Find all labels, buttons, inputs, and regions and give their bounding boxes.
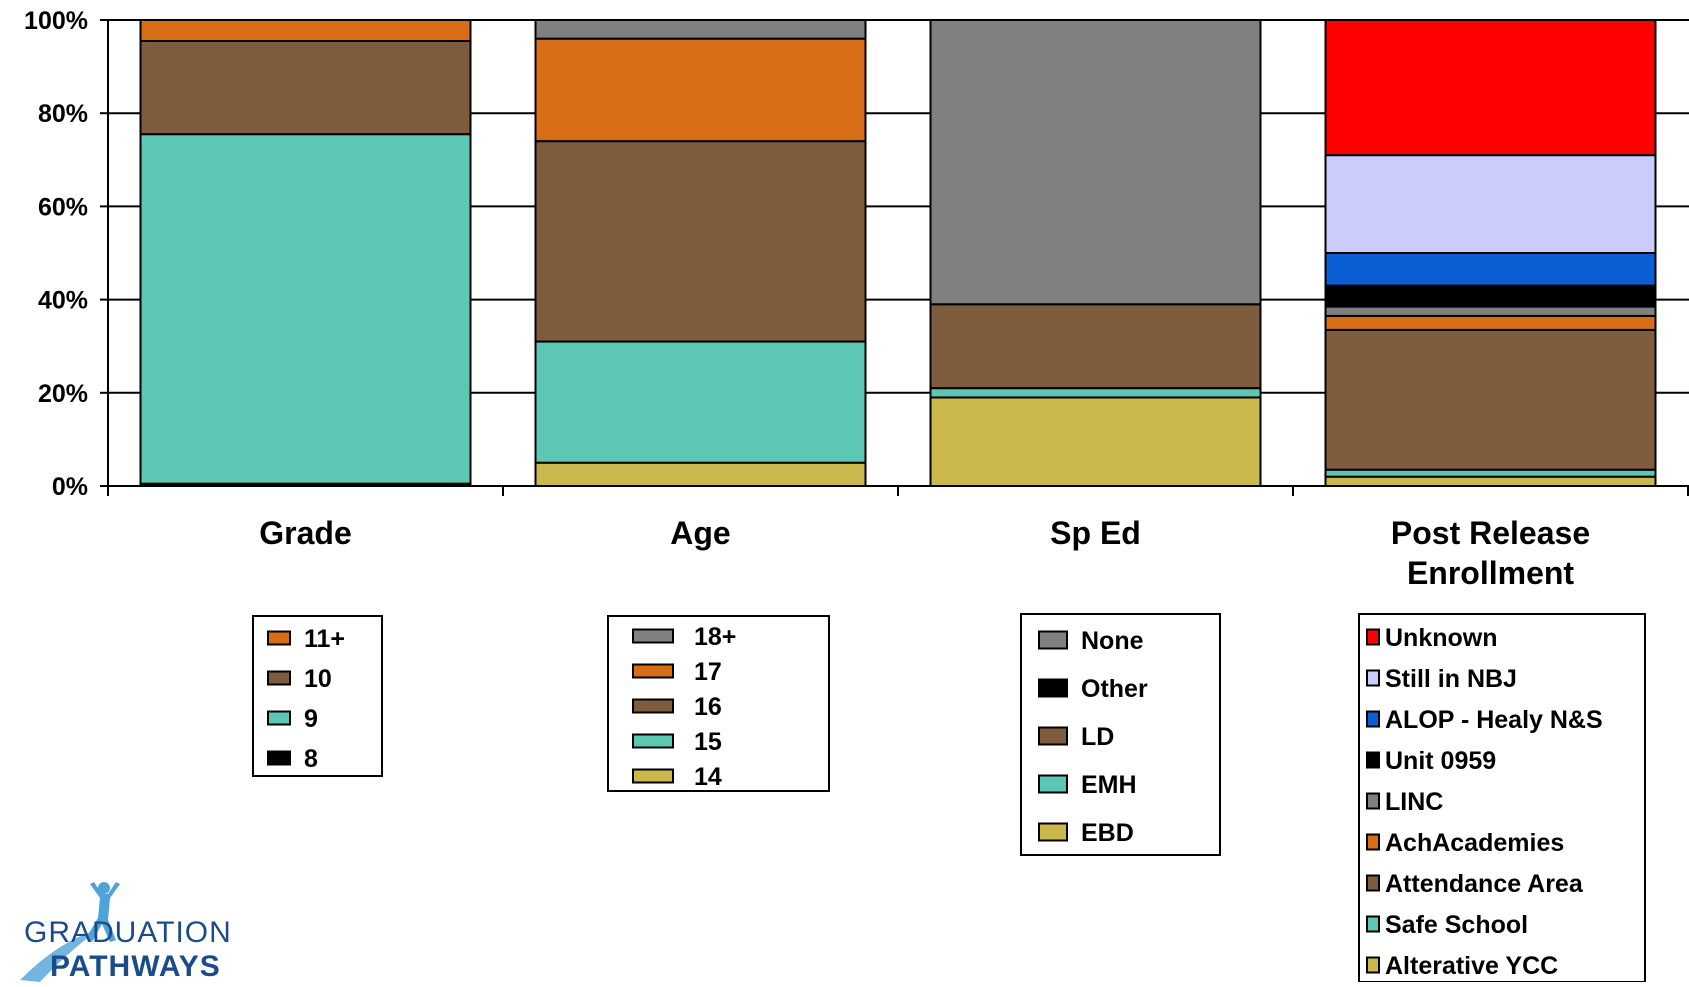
legend-label: Attendance Area (1385, 870, 1584, 898)
bar-segment (1324, 314, 1657, 331)
legend-swatch (632, 768, 674, 784)
logo-line2: PATHWAYS (50, 950, 221, 982)
bar-segment (139, 133, 472, 485)
legend-label: Unknown (1385, 624, 1498, 652)
category-label: Age (670, 515, 730, 551)
bar-segment (929, 19, 1262, 306)
legend-label: EMH (1081, 771, 1137, 799)
legend-label: 10 (304, 665, 332, 693)
bar-stack (534, 19, 867, 488)
bar-segment (929, 396, 1262, 487)
bar-segment (534, 461, 867, 488)
category-label: Sp Ed (1050, 515, 1141, 551)
legend-label: ALOP - Healy N&S (1385, 706, 1603, 734)
legend-swatch (267, 710, 291, 726)
legend-label: 11+ (304, 625, 345, 653)
legend-swatch (1366, 792, 1380, 810)
legend-swatch (1366, 710, 1380, 728)
legend-label: Unit 0959 (1385, 747, 1496, 775)
legend-label: 18+ (694, 623, 736, 651)
legend-label: Safe School (1385, 911, 1528, 939)
y-tick-label: 60% (38, 193, 88, 221)
legend-swatch (1038, 774, 1068, 794)
running-figure-icon (20, 882, 120, 982)
y-tick-label: 40% (38, 287, 88, 315)
category-label: Grade (259, 515, 351, 551)
legend-label: 9 (304, 705, 318, 733)
bar-segment (1324, 475, 1657, 487)
legend-swatch (632, 663, 674, 679)
legend-swatch (1366, 874, 1380, 892)
bar-segment (1324, 252, 1657, 287)
legend-swatch (632, 733, 674, 749)
legend-label: Still in NBJ (1385, 665, 1517, 693)
y-tick-label: 80% (38, 100, 88, 128)
bar-segment (1324, 154, 1657, 254)
bar-segment (1324, 19, 1657, 157)
bar-segment (139, 39, 472, 136)
legend-label: LD (1081, 723, 1114, 751)
bar-segment (534, 37, 867, 143)
bar-segment (534, 340, 867, 464)
legend-swatch (1038, 678, 1068, 698)
bars (139, 19, 1657, 488)
category-labels: Grade Age Sp Ed Post Release Enrollment (259, 515, 1590, 591)
category-label: Enrollment (1407, 555, 1574, 591)
legend-swatch (1366, 915, 1380, 933)
legend-swatch (1038, 726, 1068, 746)
legend-label: 8 (304, 745, 318, 773)
bar-segment (534, 19, 867, 40)
bar-segment (1324, 305, 1657, 317)
bar-segment (929, 387, 1262, 399)
legend-label: 15 (694, 728, 722, 756)
legend: 18+ 17 16 15 14 (607, 615, 830, 792)
legend-swatch (1366, 628, 1380, 646)
legend-label: EBD (1081, 819, 1134, 847)
bar-segment (139, 19, 472, 42)
legend-label: AchAcademies (1385, 829, 1564, 857)
legend-swatch (267, 630, 291, 646)
bar-segment (929, 303, 1262, 390)
legend: 11+ 10 9 8 (252, 615, 383, 777)
legend-swatch (267, 750, 291, 766)
bar-stack (139, 19, 472, 488)
y-tick-label: 20% (38, 380, 88, 408)
legend-label: Alterative YCC (1385, 952, 1558, 980)
bar-segment (1324, 468, 1657, 478)
legend-label: 14 (694, 763, 722, 791)
axes (100, 19, 1689, 496)
legend-label: LINC (1385, 788, 1443, 816)
legend-swatch (632, 698, 674, 714)
legend-label: 17 (694, 658, 722, 686)
y-tick-label: 100% (24, 7, 88, 35)
legend-swatch (1366, 956, 1380, 974)
y-tick-labels: 0% 20% 40% 60% 80% 100% (24, 7, 88, 501)
legend-label: None (1081, 627, 1144, 655)
graduation-pathways-logo: GRADUATION PATHWAYS (20, 880, 240, 983)
bar-segment (1324, 284, 1657, 308)
category-label: Post Release (1391, 515, 1590, 551)
legend-swatch (1038, 822, 1068, 842)
bar-stack (929, 19, 1262, 487)
bar-stack (1324, 19, 1657, 487)
bar-segment (534, 140, 867, 343)
legend-swatch (1366, 751, 1380, 769)
legend: Unknown Still in NBJ ALOP - Healy N&S Unit … (1358, 613, 1646, 982)
legend-frame (1358, 613, 1646, 982)
logo-line1: GRADUATION (24, 916, 232, 949)
legend: None Other LD EMH EBD (1020, 613, 1221, 856)
bar-segment (1324, 328, 1657, 471)
legend-swatch (267, 670, 291, 686)
legend-label: Other (1081, 675, 1148, 703)
legend-swatch (1366, 833, 1380, 851)
legend-swatch (632, 628, 674, 644)
legend-swatch (1038, 630, 1068, 650)
legend-label: 16 (694, 693, 722, 721)
y-tick-label: 0% (52, 473, 88, 501)
legend-swatch (1366, 669, 1380, 687)
legends: 11+ 10 9 8 18+ 17 16 15 14 None Other LD EMH EBD Unkno… (252, 613, 1646, 982)
